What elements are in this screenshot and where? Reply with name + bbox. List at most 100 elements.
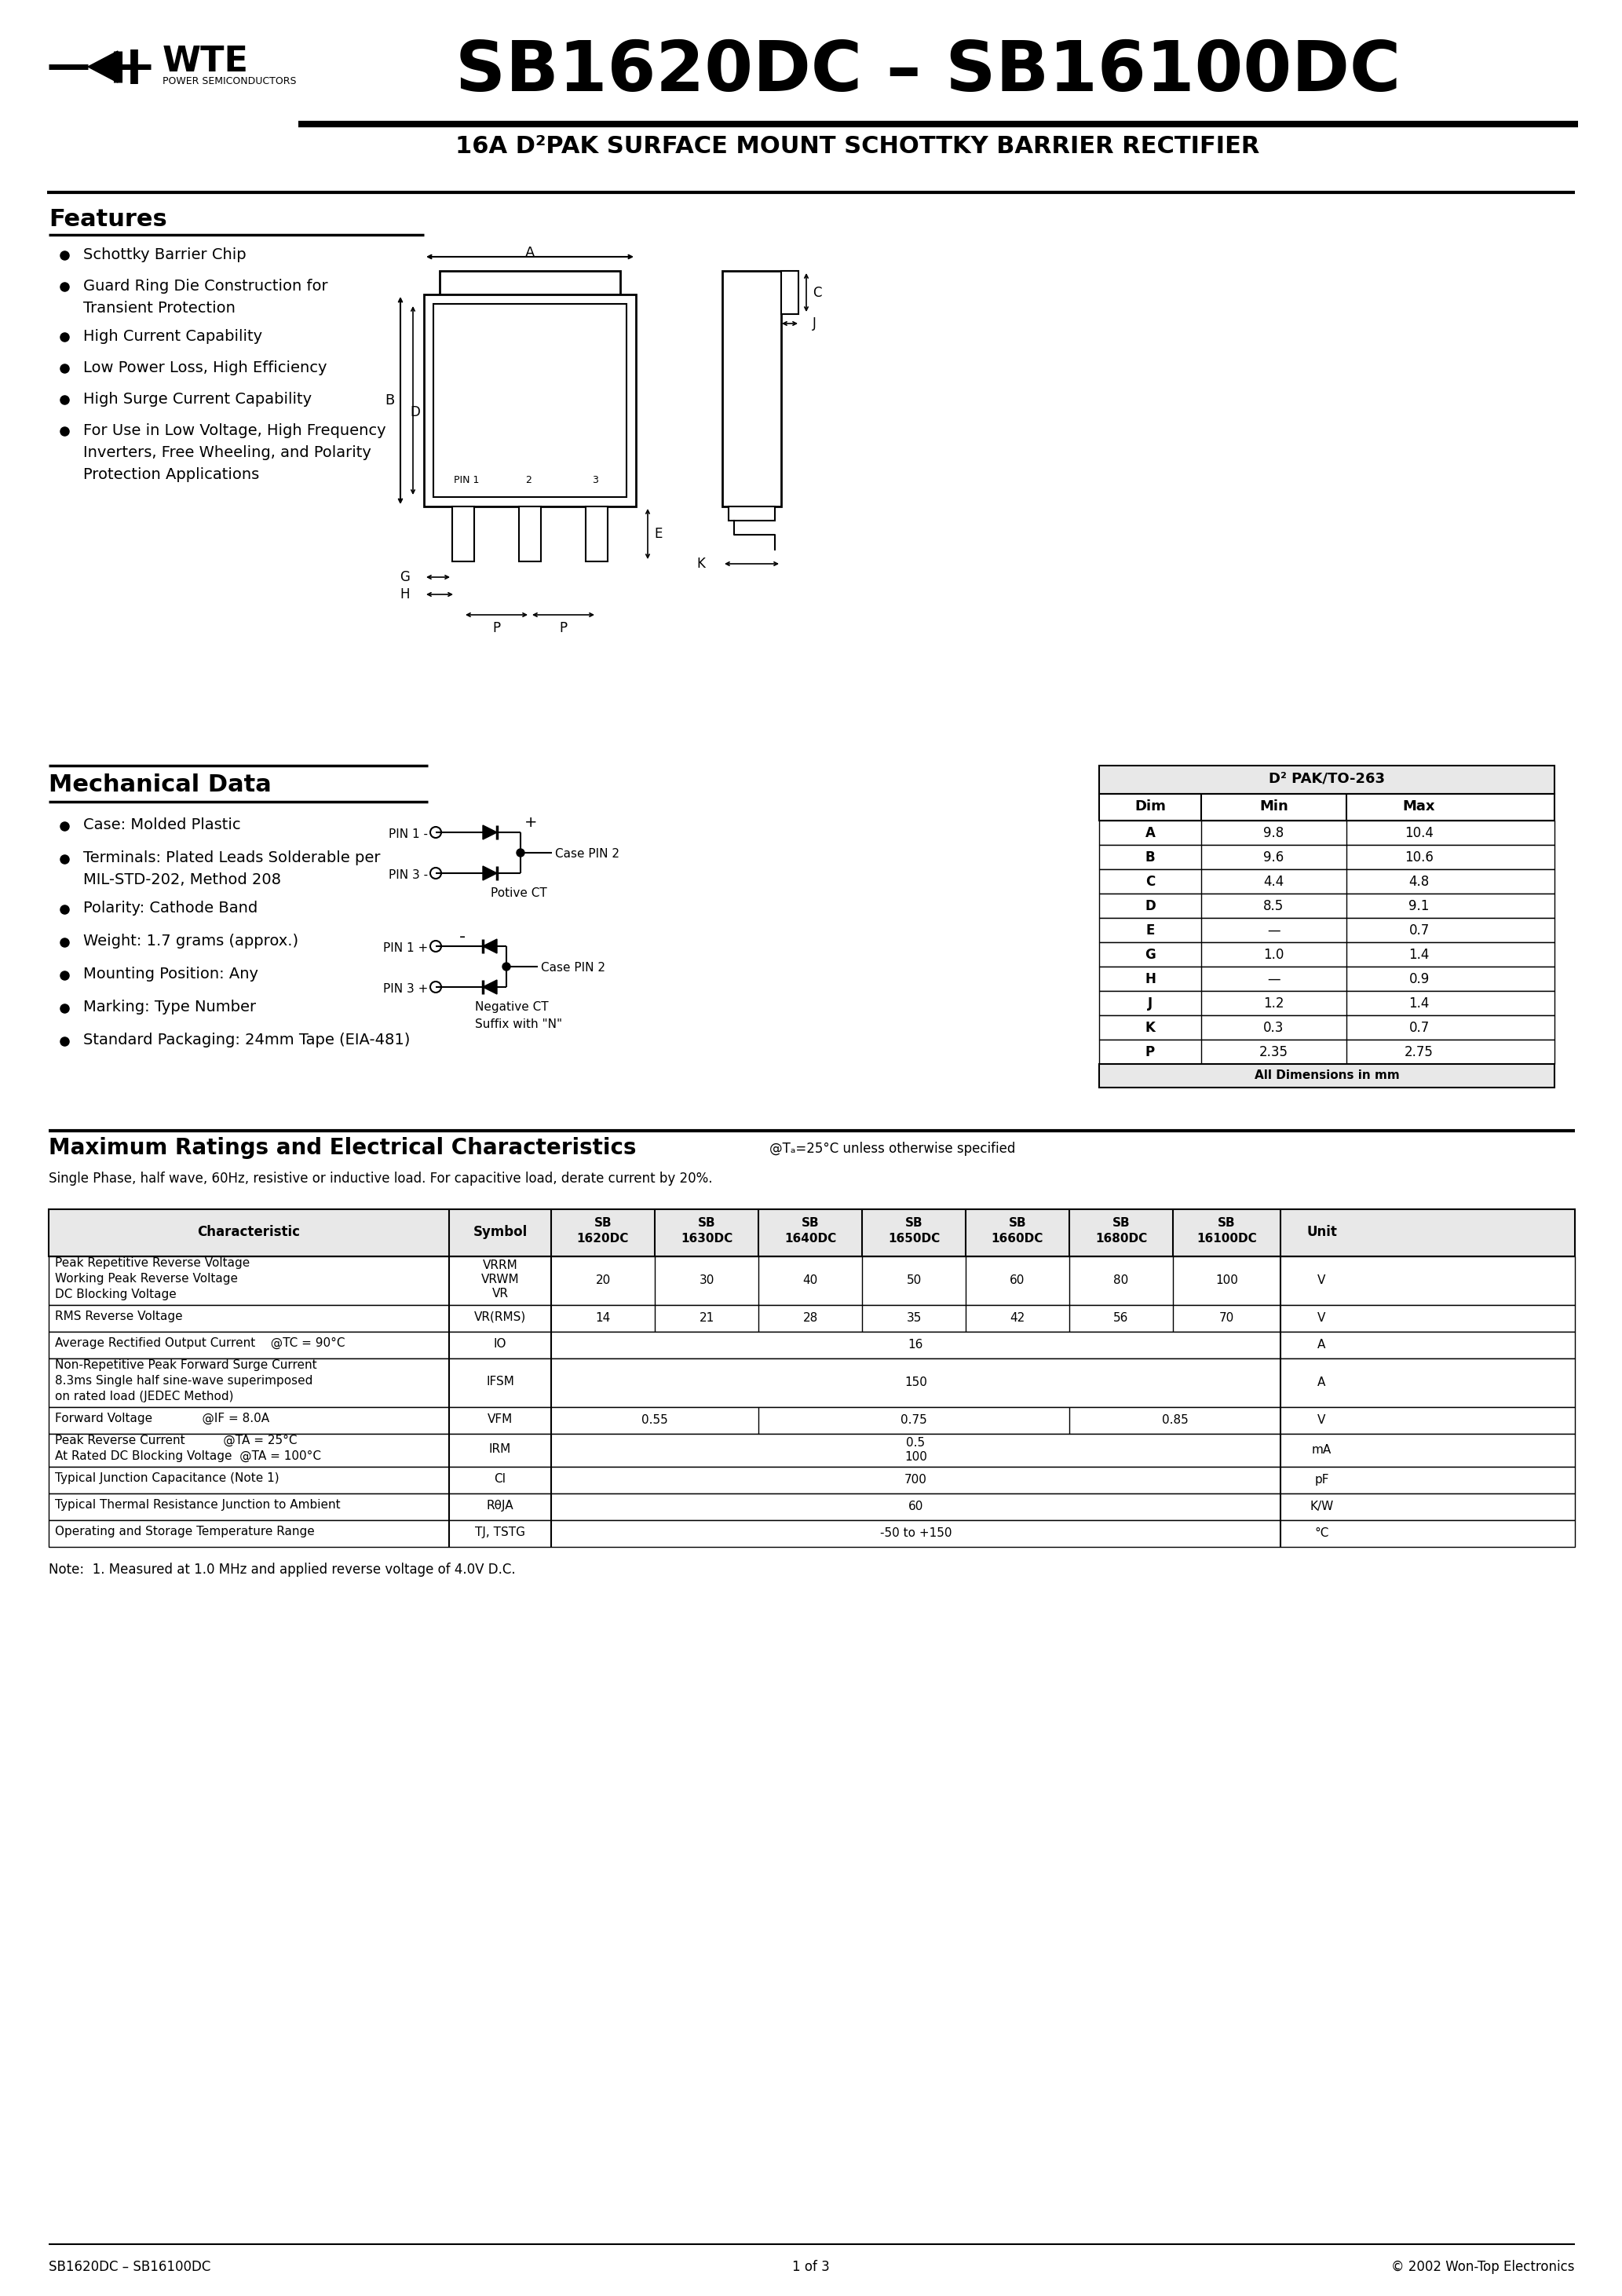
Text: 10.6: 10.6: [1405, 850, 1434, 866]
Bar: [49, 1520, 1575, 1548]
Text: A: A: [526, 246, 535, 259]
Text: RθJA: RθJA: [487, 1499, 514, 1511]
Text: Peak Repetitive Reverse Voltage: Peak Repetitive Reverse Voltage: [55, 1258, 250, 1270]
Bar: [1100, 794, 1554, 820]
Text: °C: °C: [1314, 1527, 1328, 1538]
Text: 40: 40: [803, 1274, 817, 1286]
Text: For Use in Low Voltage, High Frequency: For Use in Low Voltage, High Frequency: [83, 422, 386, 439]
Bar: [586, 507, 608, 563]
Text: E: E: [654, 526, 662, 542]
Bar: [519, 507, 540, 563]
Text: 56: 56: [1114, 1311, 1129, 1325]
Text: -: -: [459, 930, 466, 944]
Bar: [453, 507, 474, 563]
Text: @Tₐ=25°C unless otherwise specified: @Tₐ=25°C unless otherwise specified: [769, 1141, 1015, 1155]
Text: A: A: [1317, 1378, 1325, 1389]
Bar: [1100, 1040, 1554, 1063]
Text: 8.3ms Single half sine-wave superimposed: 8.3ms Single half sine-wave superimposed: [55, 1375, 313, 1387]
Text: SB1620DC – SB16100DC: SB1620DC – SB16100DC: [456, 37, 1401, 106]
Text: 2.75: 2.75: [1405, 1045, 1434, 1058]
Text: K: K: [1145, 1022, 1155, 1035]
Bar: [49, 1256, 1575, 1304]
Text: D: D: [410, 404, 420, 420]
Text: A: A: [1317, 1339, 1325, 1350]
Text: 0.3: 0.3: [1264, 1022, 1285, 1035]
Text: Case PIN 2: Case PIN 2: [540, 962, 605, 974]
Bar: [49, 1433, 1575, 1467]
Text: Terminals: Plated Leads Solderable per: Terminals: Plated Leads Solderable per: [83, 850, 381, 866]
Text: 1 of 3: 1 of 3: [792, 2259, 830, 2273]
Text: 0.85: 0.85: [1161, 1414, 1189, 1426]
Text: Dim: Dim: [1134, 799, 1166, 813]
Circle shape: [516, 850, 524, 856]
Text: IRM: IRM: [488, 1444, 511, 1456]
Bar: [722, 271, 782, 507]
Bar: [1100, 918, 1554, 941]
Text: +: +: [524, 815, 537, 829]
Text: D² PAK/TO-263: D² PAK/TO-263: [1268, 771, 1385, 785]
Text: E: E: [1145, 923, 1155, 937]
Text: PIN 3 +: PIN 3 +: [383, 983, 428, 994]
Text: 1.4: 1.4: [1408, 996, 1429, 1010]
Text: V: V: [1317, 1274, 1325, 1286]
Text: —: —: [1267, 971, 1280, 987]
Text: WTE: WTE: [162, 44, 248, 78]
Bar: [782, 271, 798, 315]
Text: 8.5: 8.5: [1264, 900, 1285, 914]
Text: 28: 28: [803, 1311, 817, 1325]
Text: 16100DC: 16100DC: [1197, 1233, 1257, 1244]
Text: mA: mA: [1312, 1444, 1332, 1456]
Text: 1.2: 1.2: [1264, 996, 1285, 1010]
Text: VFM: VFM: [488, 1414, 513, 1426]
Text: CI: CI: [495, 1474, 506, 1486]
Text: IO: IO: [493, 1339, 506, 1350]
Text: Non-Repetitive Peak Forward Surge Current: Non-Repetitive Peak Forward Surge Curren…: [55, 1359, 316, 1371]
Text: Peak Reverse Current          @TA = 25°C: Peak Reverse Current @TA = 25°C: [55, 1435, 297, 1446]
Bar: [440, 271, 620, 294]
Text: 0.75: 0.75: [900, 1414, 928, 1426]
Bar: [1100, 845, 1554, 870]
Text: Case PIN 2: Case PIN 2: [555, 847, 620, 859]
Text: Unit: Unit: [1306, 1226, 1337, 1240]
Text: 16A D²PAK SURFACE MOUNT SCHOTTKY BARRIER RECTIFIER: 16A D²PAK SURFACE MOUNT SCHOTTKY BARRIER…: [456, 135, 1260, 158]
Text: Typical Thermal Resistance Junction to Ambient: Typical Thermal Resistance Junction to A…: [55, 1499, 341, 1511]
Text: VRRM: VRRM: [482, 1261, 517, 1272]
Text: B: B: [384, 393, 394, 406]
Text: K/W: K/W: [1311, 1502, 1333, 1513]
Text: DC Blocking Voltage: DC Blocking Voltage: [55, 1288, 177, 1300]
Text: Forward Voltage             @IF = 8.0A: Forward Voltage @IF = 8.0A: [55, 1412, 269, 1424]
Text: 80: 80: [1114, 1274, 1129, 1286]
Text: Min: Min: [1259, 799, 1288, 813]
Text: 20: 20: [595, 1274, 610, 1286]
Text: 2: 2: [526, 475, 532, 484]
Text: 1660DC: 1660DC: [991, 1233, 1043, 1244]
Text: —: —: [1267, 923, 1280, 937]
Text: High Current Capability: High Current Capability: [83, 328, 263, 344]
Text: PIN 1 -: PIN 1 -: [389, 829, 428, 840]
Bar: [433, 303, 626, 496]
Text: Potive CT: Potive CT: [491, 886, 547, 900]
Text: Low Power Loss, High Efficiency: Low Power Loss, High Efficiency: [83, 360, 328, 374]
Text: Inverters, Free Wheeling, and Polarity: Inverters, Free Wheeling, and Polarity: [83, 445, 371, 459]
Text: 9.8: 9.8: [1264, 827, 1285, 840]
Text: VRWM: VRWM: [482, 1274, 519, 1286]
Text: MIL-STD-202, Method 208: MIL-STD-202, Method 208: [83, 872, 281, 886]
Text: Polarity: Cathode Band: Polarity: Cathode Band: [83, 900, 258, 916]
Bar: [1100, 870, 1554, 893]
Text: 9.1: 9.1: [1408, 900, 1429, 914]
Text: 1620DC: 1620DC: [577, 1233, 629, 1244]
Text: B: B: [1145, 850, 1155, 866]
Text: 1.4: 1.4: [1408, 948, 1429, 962]
Text: SB: SB: [594, 1217, 611, 1228]
Text: 4.4: 4.4: [1264, 875, 1285, 889]
Text: TJ, TSTG: TJ, TSTG: [475, 1527, 526, 1538]
Polygon shape: [483, 866, 496, 879]
Text: Mechanical Data: Mechanical Data: [49, 774, 271, 797]
Bar: [1100, 992, 1554, 1015]
Text: 100: 100: [1215, 1274, 1238, 1286]
Text: 60: 60: [1011, 1274, 1025, 1286]
Text: Single Phase, half wave, 60Hz, resistive or inductive load. For capacitive load,: Single Phase, half wave, 60Hz, resistive…: [49, 1171, 712, 1185]
Text: H: H: [401, 588, 410, 602]
Text: 16: 16: [908, 1339, 923, 1350]
Text: Guard Ring Die Construction for: Guard Ring Die Construction for: [83, 278, 328, 294]
